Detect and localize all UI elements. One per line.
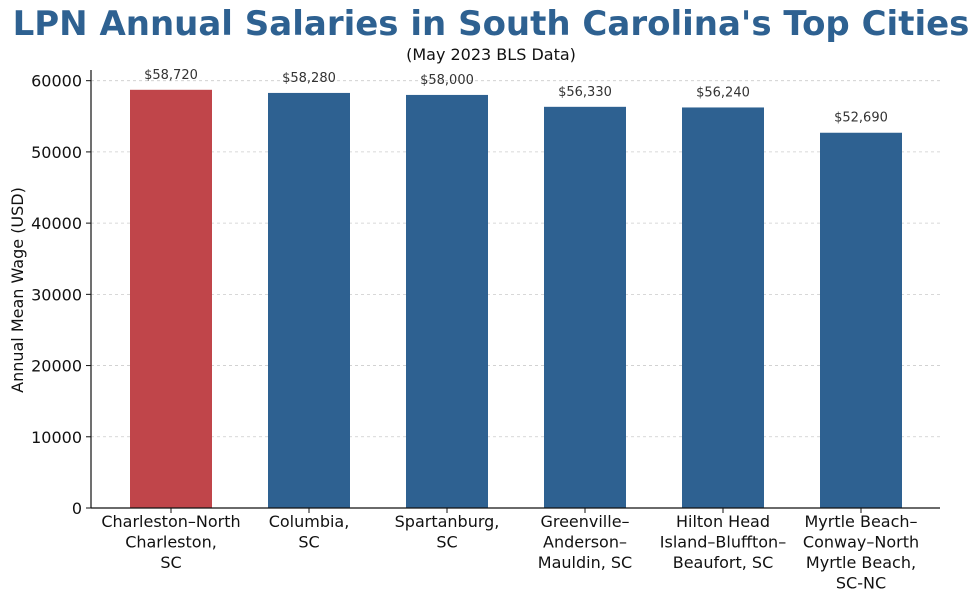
x-tick-label-line: Greenville– [540,512,629,531]
bar [682,107,764,509]
x-tick-label: Columbia, SC [269,512,350,552]
y-axis-ticks: 0 10000 20000 30000 40000 50000 60000 [31,72,91,518]
x-tick-label-line: SC [436,533,457,552]
bar-value-label: $58,720 [144,68,198,83]
y-axis-title: Annual Mean Wage (USD) [8,187,27,393]
y-tick-label: 0 [72,499,82,518]
x-tick-label-line: Charleston–North [101,512,240,531]
y-tick-label: 60000 [31,72,82,91]
x-tick-label: Greenville– Anderson– Mauldin, SC [538,512,632,572]
y-tick-label: 10000 [31,428,82,447]
x-tick-label-line: Conway–North [803,533,919,552]
bar [544,106,626,508]
y-tick-label: 30000 [31,285,82,304]
x-tick-label: Spartanburg, SC [395,512,500,552]
bar-value-label: $56,240 [696,85,750,100]
x-tick-label-line: Myrtle Beach– [804,512,917,531]
axes [90,70,940,509]
chart-title: LPN Annual Salaries in South Carolina's … [12,4,970,44]
x-tick-label-line: Columbia, [269,512,350,531]
x-tick-label-line: Myrtle Beach, [806,553,916,572]
bar-value-label: $58,280 [282,71,336,86]
x-tick-label-line: SC [160,553,181,572]
bar [820,132,902,508]
x-tick-label-line: Charleston, [125,533,217,552]
bar [406,94,488,509]
y-tick-label: 40000 [31,214,82,233]
x-tick-label: Charleston–North Charleston, SC [101,512,240,572]
x-tick-label-line: Mauldin, SC [538,553,632,572]
x-tick-label: Hilton Head Island–Bluffton– Beaufort, SC [660,512,786,572]
x-tick-label-line: Island–Bluffton– [660,533,786,552]
x-tick-label-line: Anderson– [543,533,627,552]
bar-value-label: $52,690 [834,111,888,126]
y-tick-label: 20000 [31,357,82,376]
x-tick-label: Myrtle Beach– Conway–North Myrtle Beach, SC… [803,512,919,593]
x-tick-label-line: Beaufort, SC [673,553,774,572]
chart-subtitle: (May 2023 BLS Data) [406,45,576,64]
bar-value-label: $58,000 [420,73,474,88]
gridlines [91,80,940,438]
y-tick-label: 50000 [31,143,82,162]
x-tick-label-line: SC [298,533,319,552]
x-tick-label-line: Hilton Head [676,512,770,531]
x-tick-label-line: SC-NC [836,574,886,593]
x-tick-label-line: Spartanburg, [395,512,500,531]
bar-value-label: $56,330 [558,85,612,100]
bar [130,89,212,509]
bars [130,89,902,509]
data-labels: $58,720 $58,280 $58,000 $56,330 $56,240 $52,6… [144,68,888,126]
bar [268,92,350,509]
